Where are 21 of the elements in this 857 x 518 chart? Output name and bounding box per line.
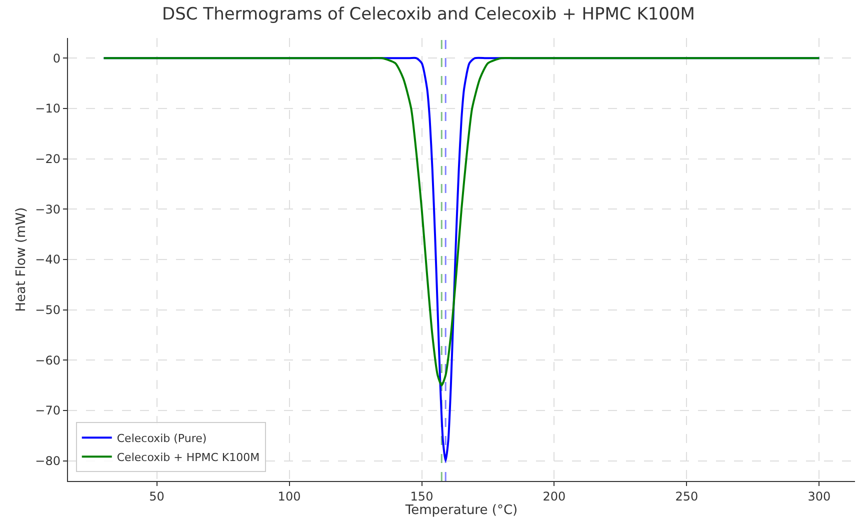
- x-tick-label: 200: [542, 490, 566, 504]
- y-tick-label: −10: [35, 102, 60, 116]
- line-series: [102, 57, 820, 386]
- y-tick-label: −50: [35, 303, 60, 318]
- y-tick-label: −40: [35, 252, 60, 267]
- legend-label: Celecoxib + HPMC K100M: [116, 450, 260, 464]
- x-tick-label: 50: [149, 490, 164, 504]
- x-tick-label: 100: [278, 490, 301, 504]
- legend-label: Celecoxib (Pure): [116, 432, 207, 445]
- x-tick-label: 250: [675, 490, 698, 504]
- y-tick-label: −70: [35, 404, 60, 418]
- x-tick-label: 300: [808, 490, 831, 504]
- chart-title: DSC Thermograms of Celecoxib and Celecoxib + HPMC K100M: [162, 4, 695, 25]
- y-tick-label: 0: [52, 51, 60, 66]
- y-tick-label: −60: [35, 353, 60, 368]
- y-tick-label: −20: [35, 152, 60, 166]
- y-tick-label: −80: [35, 454, 60, 468]
- y-tick-label: −30: [35, 202, 60, 216]
- x-axis-title: Temperature (°C): [404, 503, 518, 518]
- y-axis-title: Heat Flow (mW): [14, 207, 30, 312]
- x-tick-label: 150: [410, 490, 434, 504]
